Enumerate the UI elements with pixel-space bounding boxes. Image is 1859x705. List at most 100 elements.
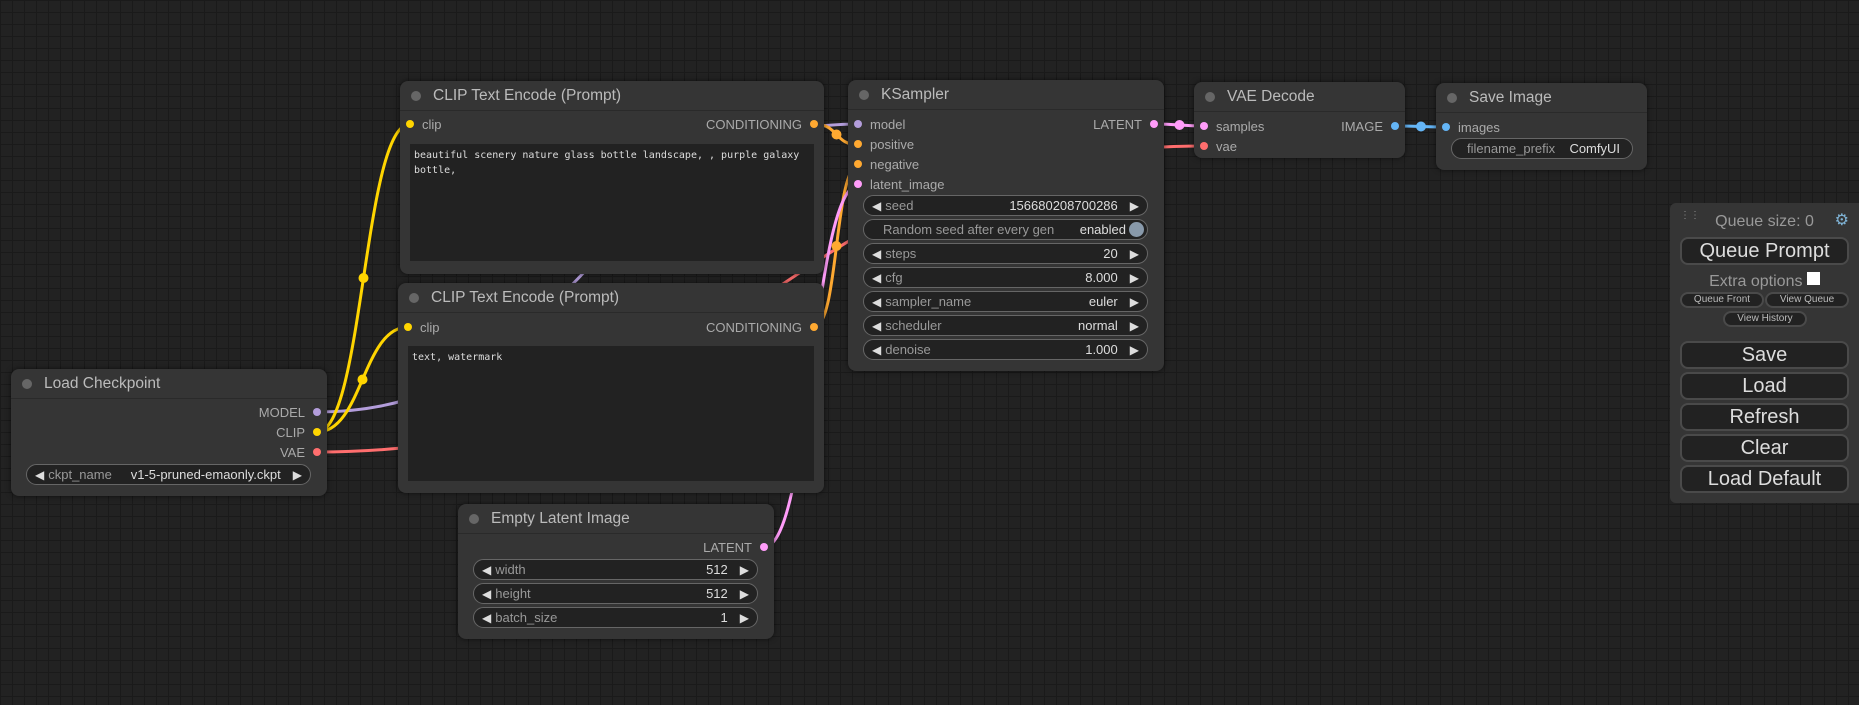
output-model[interactable]: MODEL [259,403,321,421]
slot-dot-icon[interactable] [760,543,768,551]
arrow-left-icon[interactable]: ◀ [872,198,882,213]
collapse-dot-icon[interactable] [469,513,479,524]
sampler-name-combo[interactable]: ◀ sampler_name euler ▶ [863,291,1148,312]
input-positive[interactable]: positive [854,135,914,153]
wire-midpoint-icon[interactable] [831,241,842,251]
node-title[interactable]: CLIP Text Encode (Prompt) [400,81,824,111]
slot-dot-icon[interactable] [404,323,412,331]
output-conditioning[interactable]: CONDITIONING [706,318,818,336]
arrow-right-icon[interactable]: ▶ [292,467,302,482]
slot-dot-icon[interactable] [1391,122,1399,130]
height-number-widget[interactable]: ◀ height 512 ▶ [473,583,758,604]
slot-dot-icon[interactable] [854,160,862,168]
extra-options-checkbox[interactable] [1806,272,1820,285]
slot-dot-icon[interactable] [854,140,862,148]
queue-prompt-button[interactable]: Queue Prompt [1680,237,1849,265]
arrow-left-icon[interactable]: ◀ [482,562,492,577]
arrow-right-icon[interactable]: ▶ [1129,342,1139,357]
wire-midpoint-icon[interactable] [1174,120,1185,130]
arrow-right-icon[interactable]: ▶ [739,562,749,577]
drag-handle-icon[interactable]: ⋮⋮ [1680,210,1700,221]
arrow-left-icon[interactable]: ◀ [872,246,882,261]
arrow-right-icon[interactable]: ▶ [739,586,749,601]
batch-size-number-widget[interactable]: ◀ batch_size 1 ▶ [473,607,758,628]
denoise-number-widget[interactable]: ◀ denoise 1.000 ▶ [863,339,1148,360]
node-ksampler[interactable]: KSampler model positive negative latent_… [848,80,1164,371]
output-latent[interactable]: LATENT [703,538,768,556]
clear-button[interactable]: Clear [1680,434,1849,462]
input-vae[interactable]: vae [1200,137,1237,155]
seed-number-widget[interactable]: ◀ seed 156680208700286 ▶ [863,195,1148,216]
node-title[interactable]: CLIP Text Encode (Prompt) [398,283,824,313]
input-clip[interactable]: clip [404,318,440,336]
scheduler-combo[interactable]: ◀ scheduler normal ▶ [863,315,1148,336]
input-latent-image[interactable]: latent_image [854,175,944,193]
view-queue-button[interactable]: View Queue [1765,292,1849,308]
slot-dot-icon[interactable] [1200,122,1208,130]
slot-dot-icon[interactable] [313,408,321,416]
collapse-dot-icon[interactable] [1205,91,1215,102]
node-title[interactable]: Save Image [1436,83,1647,113]
ckpt-name-combo[interactable]: ◀ ckpt_name v1-5-pruned-emaonly.ckpt ▶ [26,464,311,485]
prompt-textarea[interactable]: text, watermark [408,346,814,481]
filename-prefix-text-widget[interactable]: filename_prefix ComfyUI [1451,138,1633,159]
arrow-left-icon[interactable]: ◀ [872,342,882,357]
slot-dot-icon[interactable] [810,323,818,331]
arrow-left-icon[interactable]: ◀ [872,318,882,333]
arrow-right-icon[interactable]: ▶ [1129,198,1139,213]
collapse-dot-icon[interactable] [409,292,419,303]
slot-dot-icon[interactable] [1200,142,1208,150]
wire-midpoint-icon[interactable] [357,374,368,385]
width-number-widget[interactable]: ◀ width 512 ▶ [473,559,758,580]
slot-dot-icon[interactable] [1442,123,1450,131]
steps-number-widget[interactable]: ◀ steps 20 ▶ [863,243,1148,264]
slot-dot-icon[interactable] [810,120,818,128]
arrow-right-icon[interactable]: ▶ [1129,246,1139,261]
output-clip[interactable]: CLIP [276,423,321,441]
input-negative[interactable]: negative [854,155,919,173]
output-vae[interactable]: VAE [280,443,321,461]
arrow-right-icon[interactable]: ▶ [1129,270,1139,285]
slot-dot-icon[interactable] [313,428,321,436]
node-empty-latent-image[interactable]: Empty Latent Image LATENT ◀ width 512 ▶ ◀ he… [458,504,774,639]
arrow-left-icon[interactable]: ◀ [872,270,882,285]
toggle-knob-icon[interactable] [1129,222,1144,237]
input-images[interactable]: images [1442,118,1500,136]
node-title[interactable]: Empty Latent Image [458,504,774,534]
node-load-checkpoint[interactable]: Load Checkpoint MODEL CLIP VAE ◀ ckpt_nam… [11,369,327,496]
node-clip-text-encode-positive[interactable]: CLIP Text Encode (Prompt) clip CONDITION… [400,81,824,274]
arrow-right-icon[interactable]: ▶ [1129,294,1139,309]
node-vae-decode[interactable]: VAE Decode samples vae IMAGE [1194,82,1405,158]
arrow-left-icon[interactable]: ◀ [482,586,492,601]
output-conditioning[interactable]: CONDITIONING [706,115,818,133]
node-save-image[interactable]: Save Image images filename_prefix ComfyUI [1436,83,1647,170]
input-model[interactable]: model [854,115,905,133]
load-default-button[interactable]: Load Default [1680,465,1849,493]
queue-front-button[interactable]: Queue Front [1680,292,1764,308]
random-seed-toggle[interactable]: Random seed after every gen enabled [863,219,1148,240]
save-button[interactable]: Save [1680,341,1849,369]
view-history-button[interactable]: View History [1723,311,1807,327]
load-button[interactable]: Load [1680,372,1849,400]
arrow-left-icon[interactable]: ◀ [35,467,45,482]
refresh-button[interactable]: Refresh [1680,403,1849,431]
slot-dot-icon[interactable] [1150,120,1158,128]
collapse-dot-icon[interactable] [22,378,32,389]
wire-midpoint-icon[interactable] [1416,121,1426,132]
arrow-right-icon[interactable]: ▶ [739,610,749,625]
arrow-right-icon[interactable]: ▶ [1129,318,1139,333]
output-image[interactable]: IMAGE [1341,117,1399,135]
node-title[interactable]: Load Checkpoint [11,369,327,399]
collapse-dot-icon[interactable] [411,90,421,101]
collapse-dot-icon[interactable] [859,89,869,100]
node-title[interactable]: VAE Decode [1194,82,1405,112]
node-clip-text-encode-negative[interactable]: CLIP Text Encode (Prompt) clip CONDITION… [398,283,824,493]
collapse-dot-icon[interactable] [1447,92,1457,103]
cfg-number-widget[interactable]: ◀ cfg 8.000 ▶ [863,267,1148,288]
slot-dot-icon[interactable] [313,448,321,456]
node-title[interactable]: KSampler [848,80,1164,110]
arrow-left-icon[interactable]: ◀ [872,294,882,309]
output-latent[interactable]: LATENT [1093,115,1158,133]
slot-dot-icon[interactable] [854,120,862,128]
input-samples[interactable]: samples [1200,117,1264,135]
